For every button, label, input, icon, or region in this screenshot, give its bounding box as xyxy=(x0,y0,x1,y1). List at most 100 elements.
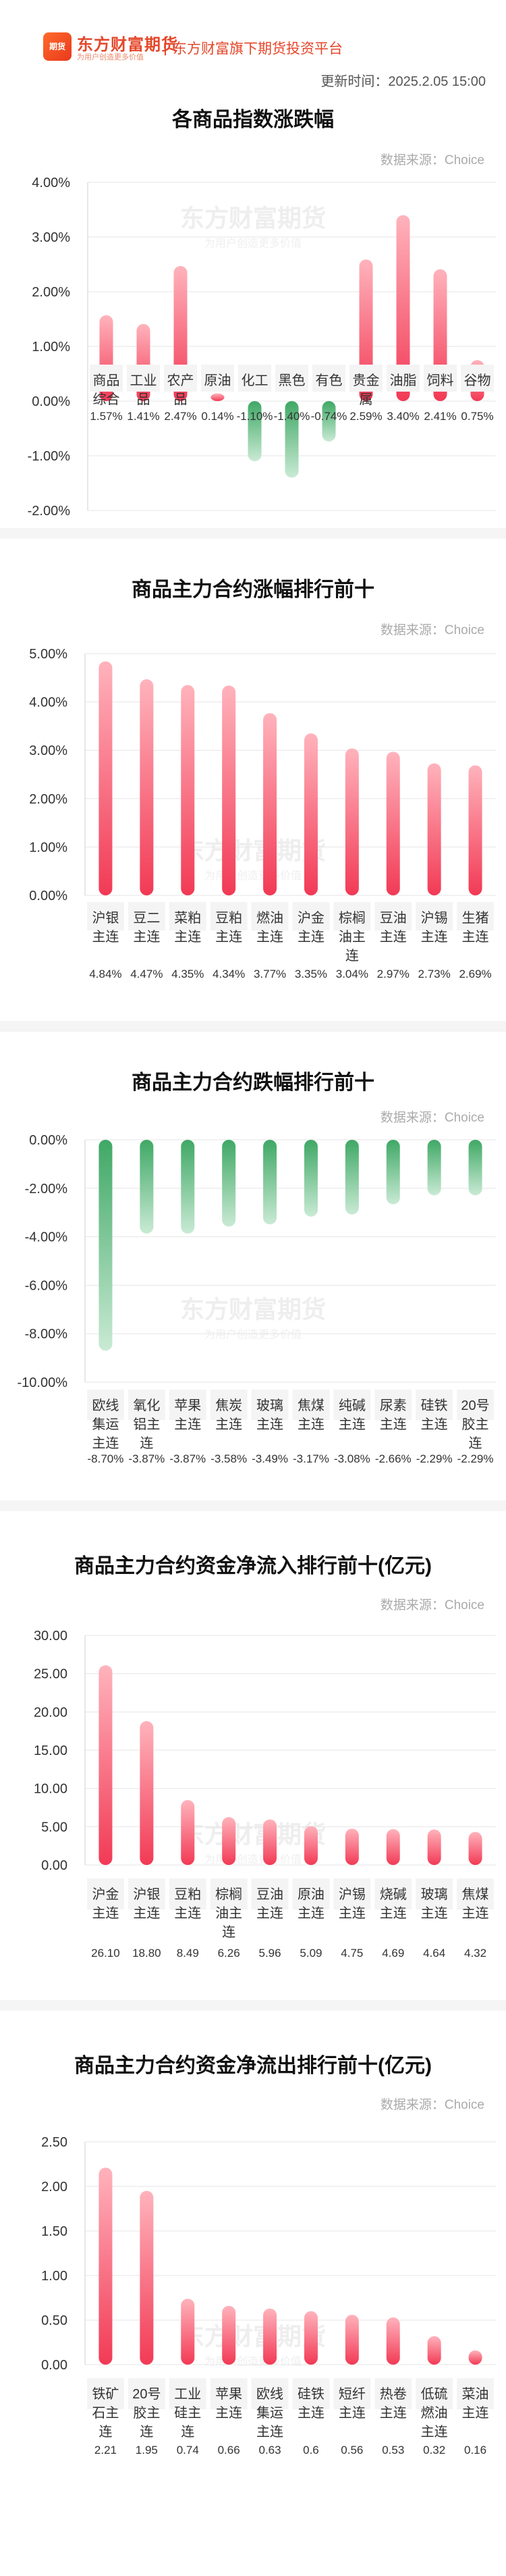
value-label: -3.87% xyxy=(169,1452,206,1465)
category-label-box xyxy=(169,1878,206,1910)
value-label: 3.40% xyxy=(387,410,419,423)
bar xyxy=(345,2315,359,2365)
bar xyxy=(304,1140,318,1217)
category-label: 黑色 xyxy=(279,373,306,388)
category-label: 沪金主连 xyxy=(298,910,325,945)
category-label-box xyxy=(292,2378,330,2409)
category-label: 欧线集运主连 xyxy=(256,2386,283,2440)
bar xyxy=(468,2350,482,2365)
category-label: 尿素主连 xyxy=(380,1398,407,1432)
bar xyxy=(263,2308,277,2365)
value-label: -1.40% xyxy=(274,410,310,423)
bar xyxy=(222,1817,236,1865)
watermark-brand: 东方财富期货 xyxy=(180,204,326,232)
category-label-box xyxy=(128,902,165,930)
category-label-box xyxy=(292,902,330,930)
category-label: 沪锡主连 xyxy=(421,910,448,945)
bar xyxy=(181,685,195,895)
bar xyxy=(222,2305,236,2365)
value-label: 0.66 xyxy=(218,2444,240,2456)
section-separator xyxy=(0,528,506,539)
category-label-box xyxy=(87,1878,124,1910)
category-label-box xyxy=(374,1878,412,1910)
category-label-box xyxy=(210,1878,248,1910)
category-label: 豆粕主连 xyxy=(215,910,242,945)
bar xyxy=(322,401,336,442)
value-label: 0.14% xyxy=(201,410,233,423)
value-label: 0.53 xyxy=(382,2444,404,2456)
bar xyxy=(468,1832,482,1865)
y-tick-label: 5.00 xyxy=(41,1820,67,1835)
value-label: 0.63 xyxy=(259,2444,281,2456)
chart-section-outflow: 商品主力合约资金净流出排行前十(亿元) 数据来源：Choice 东方财富期货 为用… xyxy=(0,2011,506,2576)
value-label: 6.26 xyxy=(218,1947,240,1960)
category-label: 贵金属 xyxy=(353,373,380,407)
y-tick-label: -2.00% xyxy=(28,504,71,519)
category-label: 玻璃主连 xyxy=(421,1887,448,1921)
bar xyxy=(345,1829,359,1865)
bar xyxy=(140,1720,154,1865)
category-label: 生猪主连 xyxy=(462,910,489,945)
data-source: 数据来源：Choice xyxy=(380,623,484,637)
category-label: 氧化铝主连 xyxy=(133,1398,160,1451)
category-label-box xyxy=(312,365,345,392)
chart-title: 商品主力合约资金净流出排行前十(亿元) xyxy=(74,2055,432,2077)
category-label-box xyxy=(251,2378,289,2409)
value-label: 4.64 xyxy=(423,1947,445,1960)
value-label: -3.17% xyxy=(293,1452,329,1465)
y-tick-label: -4.00% xyxy=(25,1230,68,1245)
category-label: 短纤主连 xyxy=(339,2386,366,2421)
watermark-slogan: 为用户创造更多价值 xyxy=(204,1329,302,1341)
category-label: 油脂 xyxy=(390,373,417,388)
value-label: 0.56 xyxy=(341,2444,363,2456)
watermark-brand: 东方财富期货 xyxy=(180,2323,326,2350)
category-label: 纯碱主连 xyxy=(339,1398,366,1432)
chart-section-gainers: 商品主力合约涨幅排行前十 数据来源：Choice 东方财富期货 为用户创造更多价值… xyxy=(0,539,506,1020)
value-label: 0.6 xyxy=(303,2444,319,2456)
bar xyxy=(140,1140,154,1234)
chart-section-losers: 商品主力合约跌幅排行前十 数据来源：Choice 东方财富期货 为用户创造更多价值… xyxy=(0,1032,506,1499)
category-label-box xyxy=(87,2378,124,2409)
bar xyxy=(304,1826,318,1865)
category-label: 豆二主连 xyxy=(133,911,160,945)
bar xyxy=(99,1665,113,1865)
category-label-box xyxy=(424,365,457,392)
category-label-box xyxy=(251,902,289,930)
watermark-brand: 东方财富期货 xyxy=(180,1820,326,1848)
category-label-box xyxy=(416,902,453,930)
y-tick-label: 0.00 xyxy=(41,2358,67,2373)
update-time: 更新时间：2025.2.05 15:00 xyxy=(320,74,486,89)
chart-title: 各商品指数涨跌幅 xyxy=(172,109,334,131)
y-tick-label: 3.00% xyxy=(32,230,70,245)
brand-slogan: 为用户创造更多价值 xyxy=(77,53,144,61)
bar xyxy=(99,661,113,895)
bar xyxy=(304,733,318,895)
value-label: 0.32 xyxy=(423,2444,445,2456)
category-label-box xyxy=(87,902,124,930)
bar xyxy=(386,752,400,895)
y-tick-label: 0.50 xyxy=(41,2313,67,2328)
category-label: 饲料 xyxy=(427,373,454,388)
chart-title: 商品主力合约资金净流入排行前十(亿元) xyxy=(74,1555,432,1577)
bar xyxy=(427,1140,441,1196)
category-label-box xyxy=(333,1878,371,1910)
category-label-box xyxy=(210,902,248,930)
value-label: 0.74 xyxy=(177,2444,199,2456)
y-tick-label: 1.50 xyxy=(41,2224,67,2239)
y-tick-label: 0.00% xyxy=(29,889,67,903)
value-label: 8.49 xyxy=(177,1947,199,1960)
data-source: 数据来源：Choice xyxy=(380,2098,484,2112)
section-separator xyxy=(0,1021,506,1032)
category-label-box xyxy=(416,1390,453,1420)
value-label: -3.87% xyxy=(128,1452,165,1465)
category-label: 工业品 xyxy=(130,373,157,407)
category-label: 豆油主连 xyxy=(256,1887,283,1921)
category-label-box xyxy=(292,1878,330,1910)
bar xyxy=(427,2336,441,2365)
watermark-slogan: 为用户创造更多价值 xyxy=(204,1854,302,1866)
y-tick-label: 4.00% xyxy=(32,176,70,190)
category-label-box xyxy=(416,1878,453,1910)
watermark-slogan: 为用户创造更多价值 xyxy=(204,870,302,882)
value-label: -3.08% xyxy=(334,1452,370,1465)
category-label: 焦煤主连 xyxy=(462,1887,489,1921)
